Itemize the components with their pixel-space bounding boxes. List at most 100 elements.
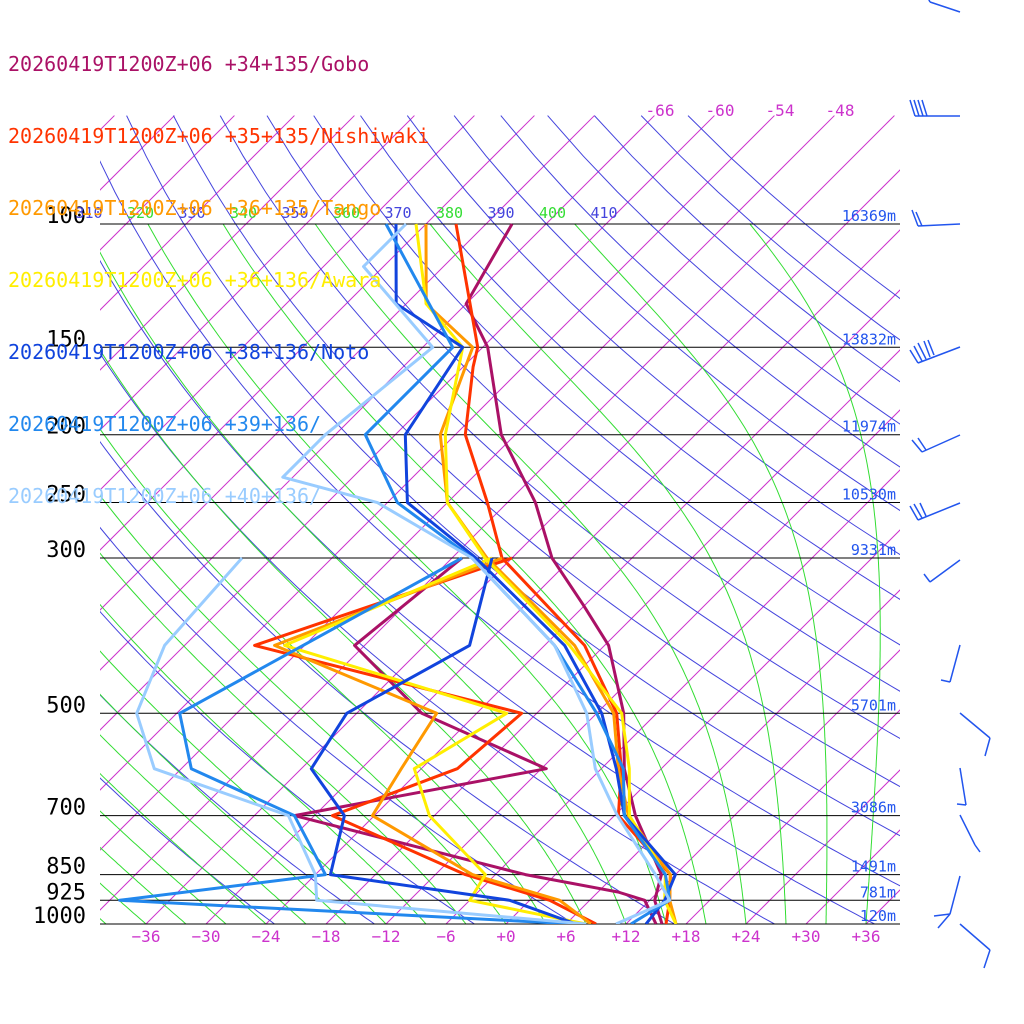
temperature-tick-label: −12 xyxy=(372,927,401,946)
isotherm-label: -60 xyxy=(706,101,735,120)
pressure-label: 100 xyxy=(46,204,86,229)
moist-adiabat-line xyxy=(946,224,1024,924)
dewpoint-profile-5 xyxy=(118,556,577,924)
dry-adiabat-line xyxy=(172,115,900,788)
wind-barb xyxy=(909,339,961,364)
isotherm-line xyxy=(445,469,900,924)
dry-adiabat-line xyxy=(406,115,900,556)
height-label: 1491m xyxy=(851,858,896,876)
dry-adiabat-line xyxy=(100,440,676,924)
dry-adiabat-line xyxy=(453,115,900,512)
isotherm-line xyxy=(685,709,900,924)
theta-label: 340 xyxy=(230,204,257,222)
dry-adiabat-line xyxy=(266,115,900,692)
dry-adiabat-line xyxy=(100,259,876,924)
legend: 20260419T1200Z+06 +34+135/Gobo 20260419T… xyxy=(8,4,429,532)
pressure-label: 700 xyxy=(46,796,86,821)
isotherm-line xyxy=(100,115,775,791)
temperature-tick-label: +6 xyxy=(556,927,575,946)
legend-entry-40-136: 20260419T1200Z+06 +40+136/ xyxy=(8,484,322,508)
height-label: 9331m xyxy=(851,541,896,559)
legend-entry-tango: 20260419T1200Z+06 +36+135/Tango xyxy=(8,196,382,220)
pressure-label: 850 xyxy=(46,855,86,880)
isotherm-line xyxy=(145,169,900,924)
isotherm-line xyxy=(100,115,355,371)
dry-adiabat-line xyxy=(126,115,900,837)
wind-barbs xyxy=(909,0,991,969)
wind-barb xyxy=(959,814,981,853)
wind-barb xyxy=(909,502,961,521)
theta-label: 370 xyxy=(384,204,411,222)
wind-barb xyxy=(940,644,961,683)
isotherm-line xyxy=(100,115,655,671)
pressure-label: 1000 xyxy=(33,904,86,929)
isotherm-line xyxy=(926,116,1024,924)
height-label: 5701m xyxy=(851,696,896,714)
isotherm-line xyxy=(385,409,900,924)
isotherm-line xyxy=(565,589,900,924)
legend-entry-noto: 20260419T1200Z+06 +38+136/Noto xyxy=(8,340,370,364)
axis-labels: 100 16369m 150 13832m 200 11974m 250 10530m 300 9… xyxy=(33,101,896,946)
dewpoint-profile-2 xyxy=(273,556,592,924)
theta-label: 400 xyxy=(539,204,566,222)
theta-label: 380 xyxy=(436,204,463,222)
pressure-label: 500 xyxy=(46,693,86,718)
isotherm-label: -54 xyxy=(766,101,795,120)
wind-barb xyxy=(933,875,961,929)
moist-adiabat-line xyxy=(574,223,828,924)
legend-entry-gobo: 20260419T1200Z+06 +34+135/Gobo xyxy=(8,52,370,76)
legend-entry-39-136: 20260419T1200Z+06 +39+136/ xyxy=(8,412,322,436)
isotherm-line xyxy=(100,115,895,911)
moist-adiabat-line xyxy=(100,846,187,924)
sounding-profiles xyxy=(118,222,678,924)
height-label: 3086m xyxy=(851,799,896,817)
height-label: 10530m xyxy=(842,486,896,504)
temperature-tick-label: +36 xyxy=(852,927,881,946)
wind-barb xyxy=(956,767,967,806)
isotherm-line xyxy=(505,529,900,924)
temperature-tick-label: +18 xyxy=(672,927,701,946)
temperature-tick-label: −24 xyxy=(252,927,281,946)
moist-adiabat-line xyxy=(100,603,427,924)
isotherm-line xyxy=(745,769,900,924)
isotherm-line xyxy=(805,829,900,924)
dry-adiabat-line xyxy=(100,160,900,887)
moist-adiabat-line xyxy=(429,223,787,924)
temperature-tick-label: +0 xyxy=(496,927,515,946)
isotherm-line xyxy=(100,115,715,731)
height-label: 13832m xyxy=(842,330,896,348)
moist-adiabat-line xyxy=(906,224,952,924)
legend-entry-awara: 20260419T1200Z+06 +36+136/Awara xyxy=(8,268,382,292)
isotherm-label: -66 xyxy=(646,101,675,120)
legend-entry-nishiwaki: 20260419T1200Z+06 +35+135/Nishiwaki xyxy=(8,124,430,148)
temperature-tick-label: −6 xyxy=(436,927,455,946)
theta-label: 410 xyxy=(590,204,617,222)
temperature-tick-label: +30 xyxy=(792,927,821,946)
wind-barb xyxy=(911,209,961,227)
dry-adiabat-line xyxy=(360,115,900,600)
moist-adiabat-line xyxy=(100,810,227,924)
moist-adiabat-line xyxy=(100,650,387,924)
theta-label: 320 xyxy=(127,204,154,222)
moist-adiabat-line xyxy=(100,734,307,924)
pressure-label: 925 xyxy=(46,880,86,905)
height-label: 11974m xyxy=(842,418,896,436)
theta-label: 360 xyxy=(333,204,360,222)
isotherm-line xyxy=(325,349,900,924)
isotherm-line xyxy=(100,115,475,491)
temperature-profile-2 xyxy=(424,223,678,924)
isotherm-label: -48 xyxy=(826,101,855,120)
pressure-label: 200 xyxy=(46,415,86,440)
temperature-profile-6 xyxy=(281,222,672,924)
pressure-label: 300 xyxy=(46,538,86,563)
isotherm-line xyxy=(100,115,415,431)
temperature-profile-5 xyxy=(363,223,672,924)
isotherm-line xyxy=(205,229,900,924)
isotherm-line xyxy=(625,649,900,924)
height-label: 16369m xyxy=(842,207,896,225)
temperature-tick-label: −18 xyxy=(312,927,341,946)
wind-barb xyxy=(923,559,961,583)
dewpoint-profile-6 xyxy=(135,557,587,924)
pressure-label: 250 xyxy=(46,483,86,508)
